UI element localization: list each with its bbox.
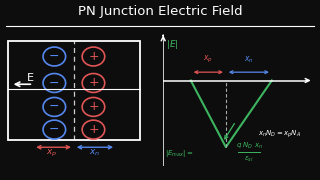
Text: +: + [88,50,99,63]
Text: $x_n$: $x_n$ [244,54,254,65]
Text: $|E|$: $|E|$ [166,38,178,51]
Text: +: + [88,76,99,89]
Text: PN Junction Electric Field: PN Junction Electric Field [78,5,242,18]
Text: +: + [88,123,99,136]
Text: $q\ N_D\ x_n$: $q\ N_D\ x_n$ [236,141,263,151]
Text: −: − [49,76,60,89]
Text: −: − [49,100,60,113]
Text: $x_p$: $x_p$ [46,148,57,159]
Text: −: − [49,50,60,63]
Text: +: + [88,100,99,113]
Text: $x_p$: $x_p$ [204,54,213,65]
Text: $\varepsilon_{si}$: $\varepsilon_{si}$ [244,154,254,164]
Text: $|E_{max}|=$: $|E_{max}|=$ [165,148,193,159]
Bar [8,41,140,140]
Text: E: E [27,73,34,83]
Text: $x_n N_D = x_p N_A$: $x_n N_D = x_p N_A$ [258,128,301,140]
Text: −: − [49,123,60,136]
Text: $x_n$: $x_n$ [89,147,100,158]
